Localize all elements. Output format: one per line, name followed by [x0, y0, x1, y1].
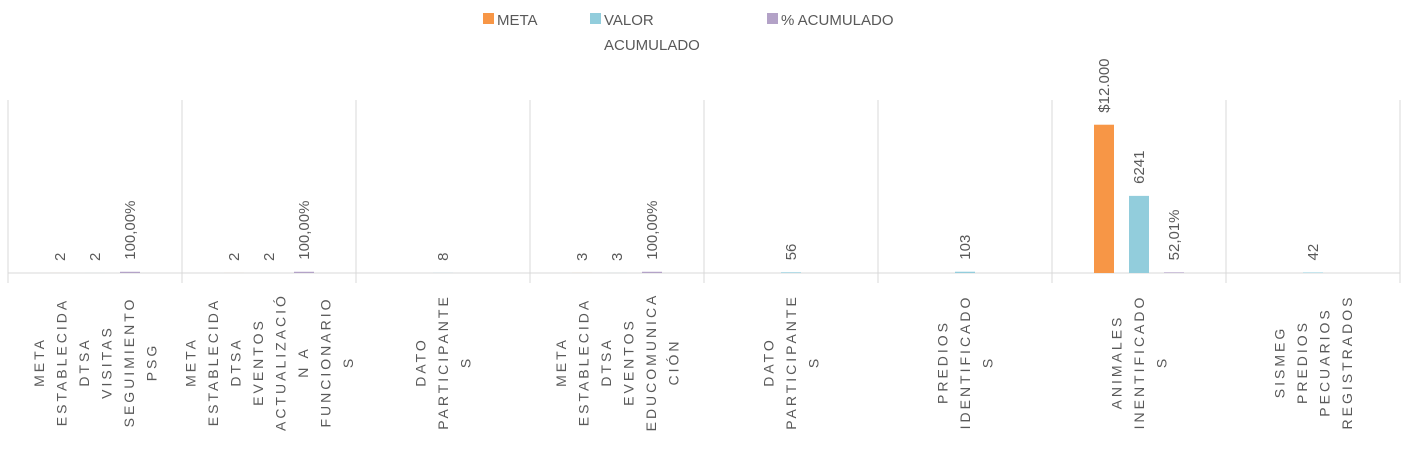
x-tick-label: META ESTABLECIDA DTSA VISITAS SEGUIMIENTO PSG — [31, 297, 160, 428]
x-tick-label: DATO PARTICIPANTE S — [761, 294, 822, 430]
legend-swatch — [483, 13, 494, 24]
x-tick-label: PREDIOS IDENTIFICADO S — [935, 295, 996, 430]
x-tick-label: META ESTABLECIDA DTSA EVENTOS ACTUALIZACIÓ N … — [182, 293, 356, 431]
x-tick-label: ANIMALES INENTIFICADO S — [1109, 295, 1170, 430]
bar — [1094, 124, 1114, 273]
data-label: 2 — [52, 253, 69, 261]
data-label: 2 — [226, 253, 243, 261]
data-label: 100,00% — [122, 201, 139, 260]
data-label: 2 — [261, 253, 278, 261]
legend-label: % ACUMULADO — [781, 12, 894, 29]
data-label: 100,00% — [296, 201, 313, 260]
data-label: 3 — [574, 253, 591, 261]
x-tick-label: META ESTABLECIDA DTSA EVENTOS EDUCOMUNICA CIÓ… — [553, 293, 682, 432]
data-label: $12.000 — [1096, 58, 1113, 112]
data-label: 6241 — [1131, 151, 1148, 184]
data-label: 8 — [435, 253, 452, 261]
bar — [642, 271, 662, 273]
bar — [294, 271, 314, 273]
data-label: 2 — [87, 253, 104, 261]
bar — [1303, 272, 1323, 273]
legend-swatch — [590, 13, 601, 24]
legend-swatch — [767, 13, 778, 24]
data-label: 42 — [1305, 244, 1322, 261]
bar — [781, 272, 801, 273]
x-tick-label: SISMEG PREDIOS PECUARIOS REGISTRADOS — [1271, 295, 1355, 430]
bar — [955, 271, 975, 273]
data-label: 103 — [957, 235, 974, 260]
legend-label: META — [497, 12, 538, 29]
data-label: 100,00% — [644, 201, 661, 260]
bar — [120, 271, 140, 273]
x-tick-label: DATO PARTICIPANTE S — [413, 294, 474, 430]
data-label: 3 — [609, 253, 626, 261]
bar — [1129, 195, 1149, 273]
data-label: 52,01% — [1166, 209, 1183, 260]
bar — [1164, 272, 1184, 273]
data-label: 56 — [783, 244, 800, 261]
legend-label: VALOR ACUMULADO — [604, 12, 700, 54]
